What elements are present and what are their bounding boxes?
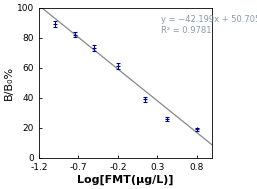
X-axis label: Log[FMT(μg/L)]: Log[FMT(μg/L)] <box>78 175 174 185</box>
Text: y = −42.199x + 50.705
R² = 0.9781: y = −42.199x + 50.705 R² = 0.9781 <box>161 15 257 35</box>
Y-axis label: B/B₀%: B/B₀% <box>4 66 14 100</box>
